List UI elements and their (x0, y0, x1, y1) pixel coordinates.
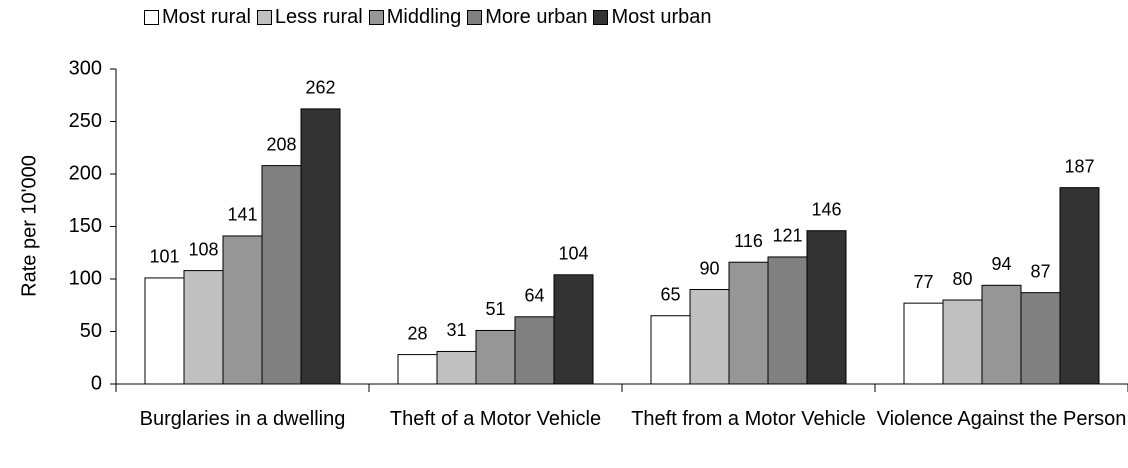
x-tick-label: Violence Against the Person (876, 408, 1127, 430)
data-label: 121 (772, 226, 802, 246)
bar (689, 289, 730, 385)
y-tick-label: 100 (69, 267, 102, 289)
data-label: 141 (227, 205, 257, 225)
data-label: 65 (660, 285, 680, 305)
data-label: 80 (952, 269, 972, 289)
data-label: 28 (407, 323, 427, 343)
data-label: 116 (734, 231, 763, 251)
bar (261, 165, 302, 385)
legend-swatch (256, 9, 272, 25)
bar (514, 316, 555, 385)
bar (300, 108, 341, 385)
bar (942, 299, 983, 385)
y-tick-label: 250 (69, 110, 102, 132)
legend-item: Less rural (256, 4, 363, 30)
legend-swatch (368, 9, 384, 25)
x-tick-label: Theft of a Motor Vehicle (389, 408, 602, 430)
bar (475, 329, 516, 385)
data-label: 101 (149, 247, 179, 267)
legend-label: Less rural (274, 6, 363, 28)
bar (144, 277, 185, 385)
y-tick-label: 200 (69, 162, 102, 184)
data-label: 64 (524, 286, 544, 306)
data-label: 31 (446, 320, 466, 340)
legend-label: Most rural (162, 6, 251, 28)
data-label: 146 (811, 199, 841, 219)
bar (981, 284, 1022, 385)
y-tick-label: 300 (69, 57, 102, 79)
legend-swatch (593, 9, 609, 25)
bar (553, 274, 594, 385)
x-tick-label: Theft from a Motor Vehicle (631, 408, 866, 430)
y-tick-label: 0 (91, 372, 102, 394)
data-label: 262 (305, 78, 335, 98)
bar (650, 315, 691, 385)
legend-item: Middling (368, 4, 462, 30)
bar (728, 261, 769, 385)
y-tick-label: 50 (80, 320, 102, 342)
data-label: 87 (1030, 261, 1050, 281)
legend-item: Most rural (144, 4, 251, 30)
data-label: 108 (188, 239, 218, 259)
data-label: 77 (913, 272, 933, 292)
legend-item: More urban (467, 4, 587, 30)
x-tick-label: Burglaries in a dwelling (139, 408, 346, 430)
bar (183, 270, 224, 385)
data-label: 208 (266, 134, 296, 154)
data-label: 51 (485, 299, 505, 319)
bar (222, 235, 263, 385)
data-label: 90 (699, 258, 719, 278)
y-axis-label: Rate per 10'000 (18, 155, 40, 297)
legend-item: Most urban (593, 4, 712, 30)
data-label: 94 (991, 254, 1011, 274)
data-label: 187 (1064, 156, 1094, 176)
legend-label: Most urban (611, 6, 712, 28)
legend: Most rural Less rural Middling More urban Mo… (144, 4, 718, 30)
bar (397, 354, 438, 385)
legend-label: Middling (386, 6, 462, 28)
bar (436, 350, 477, 385)
bar (903, 302, 944, 385)
data-label: 104 (558, 244, 588, 264)
legend-label: More urban (485, 6, 588, 28)
legend-swatch (144, 9, 159, 25)
bar (1020, 292, 1061, 385)
bar (806, 230, 847, 385)
legend-swatch (467, 9, 483, 25)
bar (767, 256, 808, 385)
bar (1059, 187, 1100, 385)
y-tick-label: 150 (69, 215, 102, 237)
